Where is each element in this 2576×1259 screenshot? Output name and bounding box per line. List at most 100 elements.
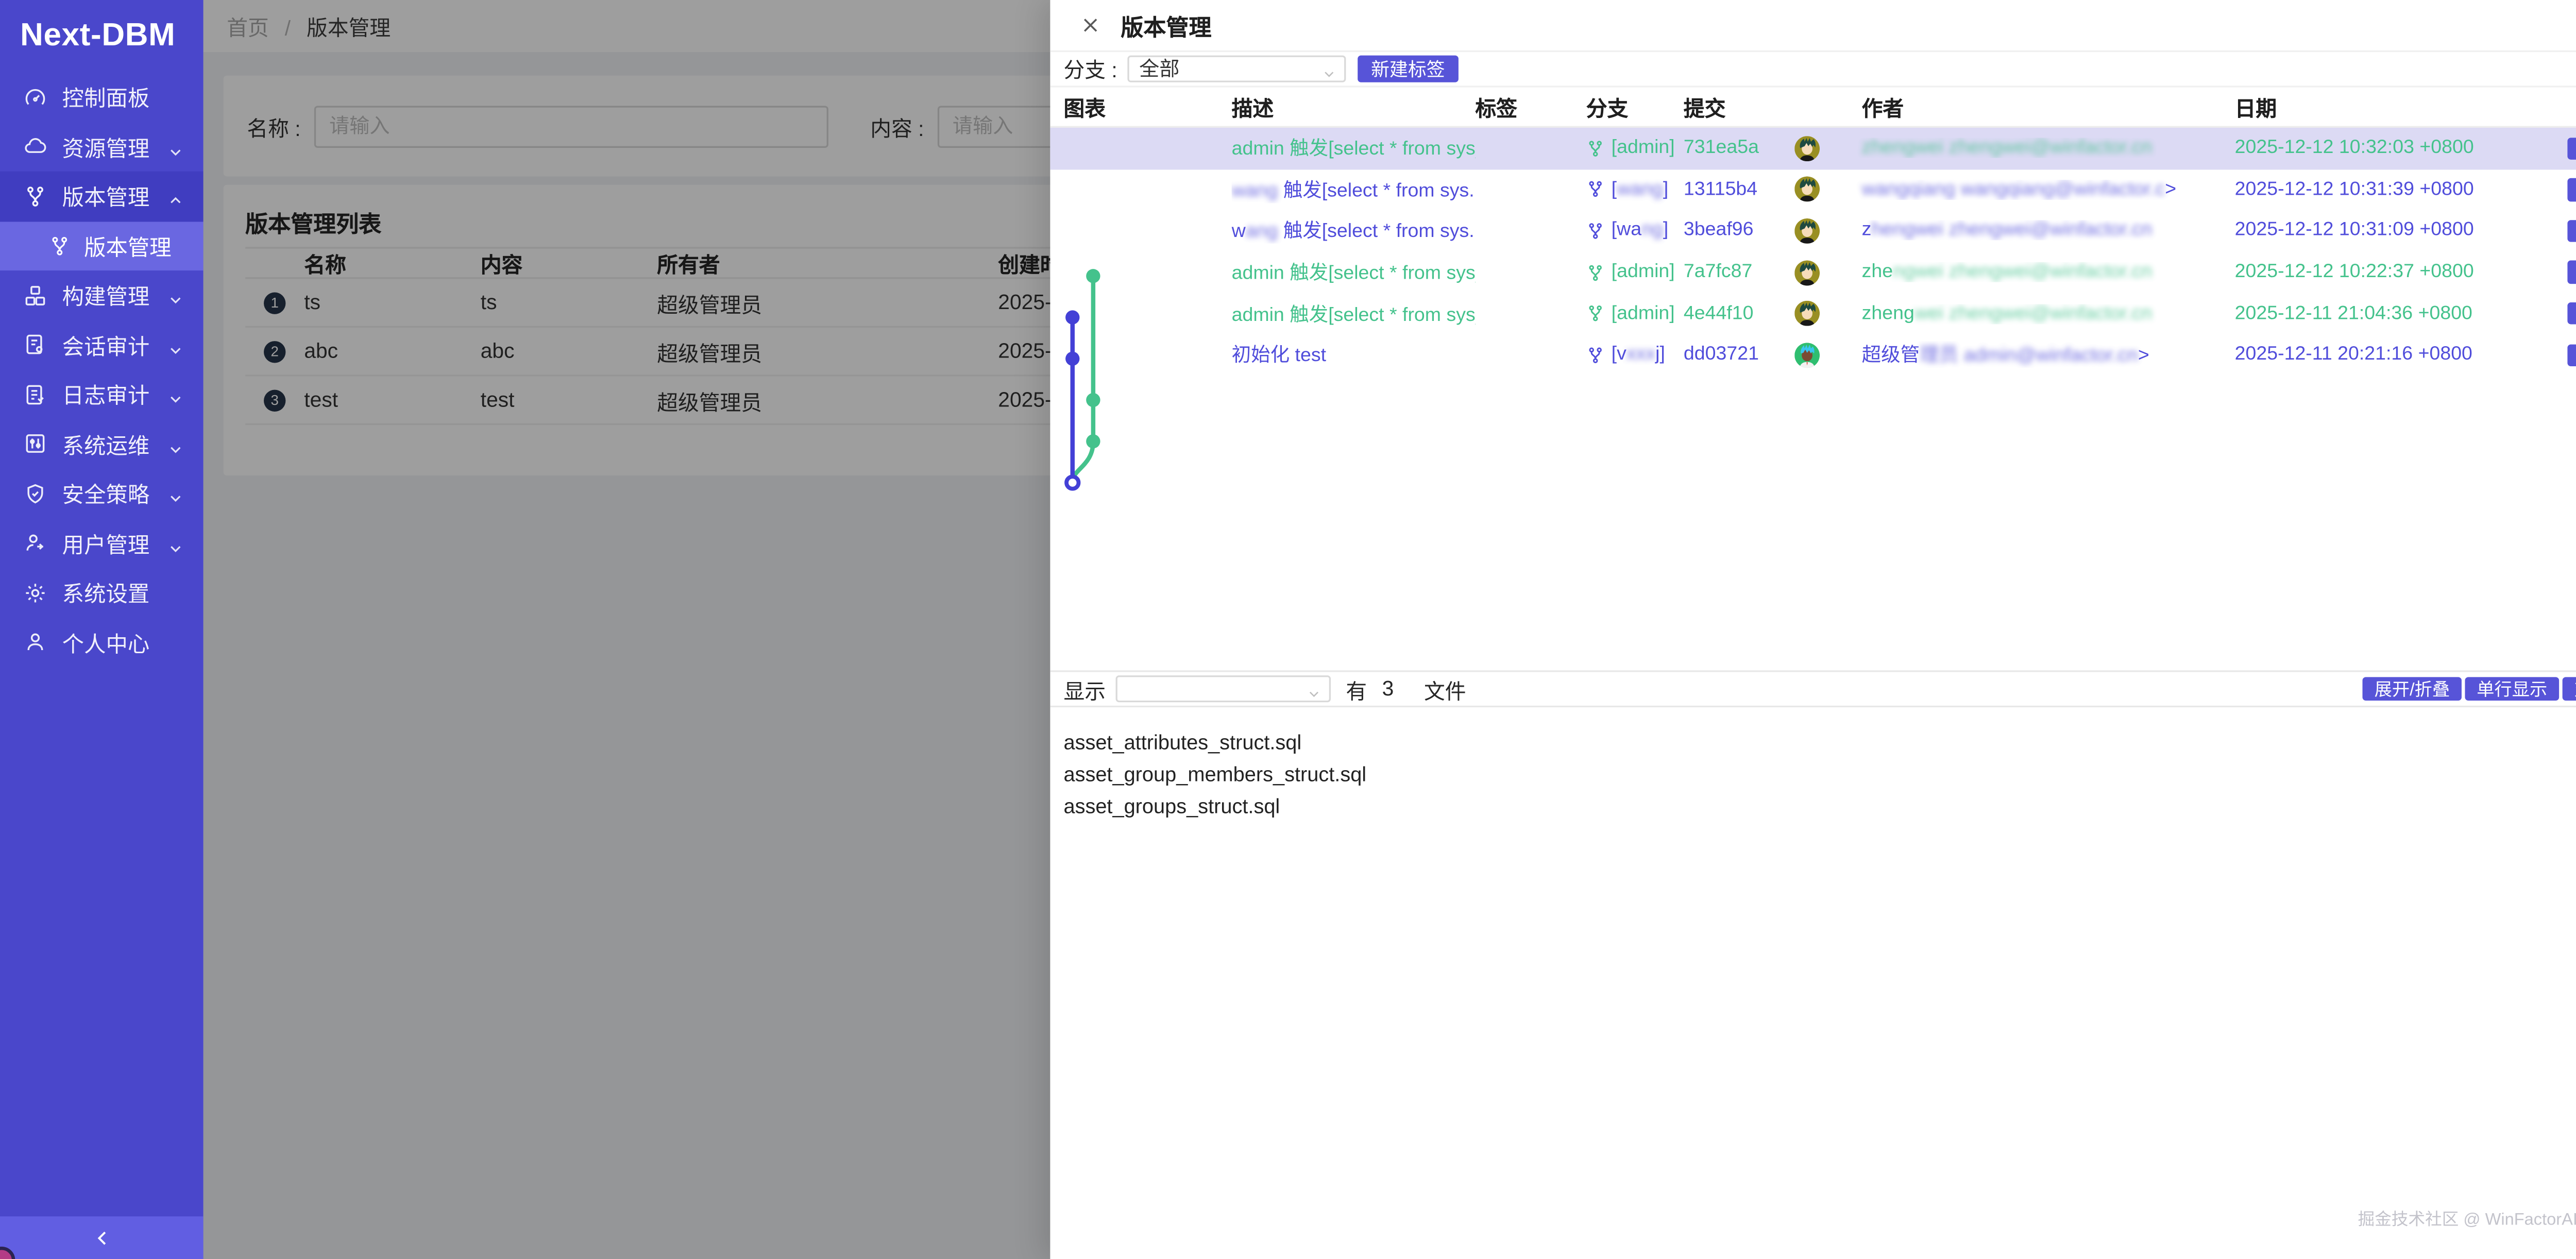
breadcrumb-current: 版本管理 [307, 16, 391, 41]
commit-author: wangqiang wangqiang@winfactor.c> [1861, 179, 2177, 200]
branch-select[interactable]: 全部 [1127, 55, 1346, 82]
restore-button[interactable]: 恢 复 [2567, 344, 2576, 367]
sidebar-item-system-ops[interactable]: 系统运维 [0, 419, 204, 469]
sliders-icon [24, 432, 47, 456]
chevron-down-icon [168, 337, 183, 354]
chevron-down-icon [168, 288, 183, 304]
gear-icon [24, 581, 47, 605]
cell-name: ts [304, 291, 321, 314]
restore-button[interactable]: 恢 复 [2567, 219, 2576, 243]
row-number-badge: 2 [264, 340, 286, 362]
new-tag-button[interactable]: 新建标签 [1358, 54, 1459, 82]
commit-author: zhengwei zhengwei@winfactor.cn [1861, 220, 2153, 241]
restore-button[interactable]: 恢 复 [2567, 178, 2576, 201]
file-list-item[interactable]: asset_group_members_struct.sql [1050, 758, 2576, 791]
commit-row[interactable]: wang 触发[select * from sys... [wa ng] 3bea… [1050, 210, 2576, 251]
commit-hash: dd03721 [1683, 345, 1759, 365]
branch-select-value: 全部 [1139, 57, 1180, 81]
col-header-date: 日期 [2234, 97, 2277, 121]
breadcrumb: 首页 / 版本管理 [227, 10, 391, 42]
row-number-badge: 3 [264, 389, 286, 411]
sidebar-subitem-version-mgmt-active[interactable]: 版本管理 [0, 220, 204, 271]
restore-button[interactable]: 恢 复 [2567, 302, 2576, 325]
sidebar-item-security-policy[interactable]: 安全策略 [0, 469, 204, 518]
sidebar-item-log-audit[interactable]: 日志审计 [0, 370, 204, 419]
col-header-branch: 分支 [1586, 97, 1629, 121]
chevron-down-icon [168, 387, 183, 403]
commit-hash: 13115b4 [1683, 179, 1758, 200]
commit-hash: 4e44f10 [1683, 303, 1754, 324]
git-branch-icon [49, 235, 71, 257]
shield-check-icon [24, 482, 47, 505]
sidebar-item-label: 个人中心 [62, 631, 150, 657]
file-count: 3 [1382, 677, 1394, 701]
sidebar-nav: 控制面板 资源管理 版本管理 版本管理 构建管理 [0, 72, 204, 667]
sidebar-item-label: 会话审计 [62, 334, 150, 360]
commit-author: zhengwei zhengwei@winfactor.cn [1861, 138, 2153, 159]
version-drawer: 版本管理 分支 : 全部 新建标签 图表 描述 标签 分支 提交 作者 日期 操… [1050, 0, 2576, 1259]
cell-owner: 超级管理员 [657, 342, 762, 366]
file-list-item[interactable]: asset_groups_struct.sql [1050, 790, 2576, 823]
avatar [1794, 218, 1820, 244]
file-count-prefix: 有 [1346, 679, 1367, 703]
commit-row[interactable]: wang 触发[select * from sys... [wang] 1311… [1050, 169, 2576, 210]
sidebar-item-profile[interactable]: 个人中心 [0, 618, 204, 667]
sidebar-item-system-settings[interactable]: 系统设置 [0, 568, 204, 617]
close-icon[interactable] [1080, 15, 1100, 35]
sidebar-item-session-audit[interactable]: 会话审计 [0, 320, 204, 369]
commit-date: 2025-12-12 10:22:37 +0800 [2234, 262, 2474, 283]
sidebar-item-label: 构建管理 [62, 284, 150, 310]
commit-row[interactable]: 初始化 test [v xxx j] dd03721 超级管理员 admin@win… [1050, 334, 2576, 376]
col-header-graph: 图表 [1063, 97, 1106, 121]
cloud-icon [24, 135, 47, 159]
cell-content: ts [480, 291, 497, 314]
file-count-suffix: 文件 [1423, 679, 1466, 703]
commit-hash: 3beaf96 [1683, 220, 1754, 241]
restore-button[interactable]: 恢 复 [2567, 261, 2576, 284]
watermark: 掘金技术社区 @ WinFactorAI [2358, 1211, 2576, 1230]
name-filter-input[interactable] [314, 105, 828, 147]
commit-author: 超级管理员 admin@winfactor.cn> [1861, 346, 2149, 367]
commit-row[interactable]: admin 触发[select * from sys_... [admin] 7… [1050, 251, 2576, 293]
col-header-owner: 所有者 [657, 253, 720, 278]
cell-owner: 超级管理员 [657, 293, 762, 317]
commit-date: 2025-12-11 21:04:36 +0800 [2234, 303, 2472, 324]
file-select[interactable] [1115, 675, 1331, 702]
document-log-icon [24, 383, 47, 406]
sidebar-item-resources[interactable]: 资源管理 [0, 122, 204, 171]
chevron-down-icon [168, 486, 183, 502]
chevron-down-icon [1307, 682, 1320, 697]
git-branch-icon [1589, 223, 1602, 239]
compare-button[interactable]: 对比 [2562, 676, 2576, 701]
single-line-button[interactable]: 单行显示 [2465, 676, 2560, 701]
sidebar-item-label: 版本管理 [62, 185, 150, 211]
commit-row[interactable]: admin 触发[select * from sys_... [admin] 4… [1050, 293, 2576, 334]
chevron-down-icon [168, 139, 183, 156]
restore-button[interactable]: 恢 复 [2567, 137, 2576, 160]
sidebar-collapse-button[interactable] [0, 1215, 204, 1259]
col-header-commit: 提交 [1683, 97, 1726, 121]
avatar [1794, 342, 1820, 368]
show-select-label: 显示 [1063, 679, 1106, 703]
git-branch-icon [1589, 347, 1602, 363]
name-filter-label: 名称 : [247, 116, 301, 141]
sidebar-item-build-mgmt[interactable]: 构建管理 [0, 270, 204, 320]
sidebar-item-version-mgmt[interactable]: 版本管理 [0, 171, 204, 221]
git-branch-icon [24, 184, 47, 208]
sidebar-item-dashboard[interactable]: 控制面板 [0, 72, 204, 122]
commit-table: admin 触发[select * from sys_... [admin] 7… [1050, 127, 2576, 491]
cell-owner: 超级管理员 [657, 390, 762, 414]
sidebar-item-label: 资源管理 [62, 135, 150, 161]
row-number-badge: 1 [264, 291, 286, 314]
drawer-header: 版本管理 [1050, 0, 2576, 52]
commit-row[interactable]: admin 触发[select * from sys_... [admin] 7… [1050, 127, 2576, 169]
expand-collapse-button[interactable]: 展开/折叠 [2362, 676, 2462, 701]
cell-content: test [480, 388, 515, 412]
document-user-icon [24, 333, 47, 357]
sidebar-item-label: 用户管理 [62, 532, 150, 557]
sidebar-item-user-mgmt[interactable]: 用户管理 [0, 518, 204, 568]
commit-hash: 731ea5a [1683, 138, 1759, 159]
file-list-item[interactable]: asset_attributes_struct.sql [1050, 726, 2576, 758]
breadcrumb-home[interactable]: 首页 [227, 16, 269, 41]
